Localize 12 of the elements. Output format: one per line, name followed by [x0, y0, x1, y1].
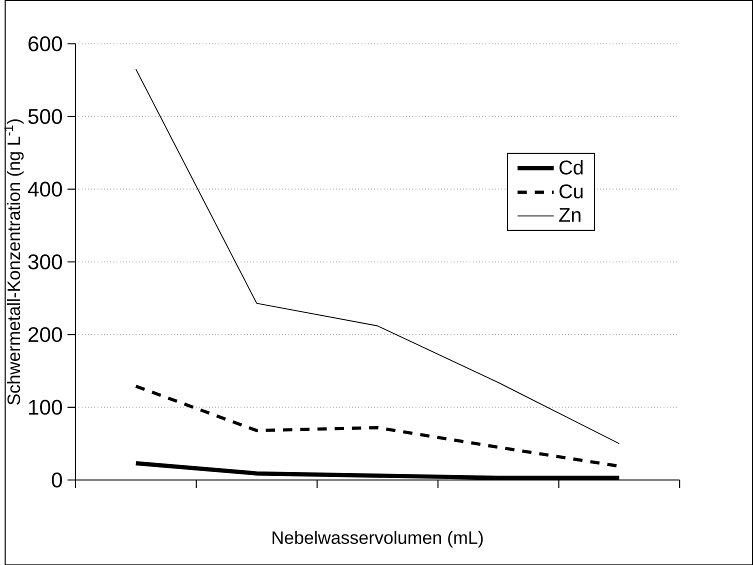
y-tick-label: 500 [28, 108, 62, 124]
y-tick-label: 600 [28, 36, 62, 52]
y-tick-label: 0 [52, 472, 62, 488]
x-axis-title: Nebelwasservolumen (mL) [272, 530, 483, 548]
y-tick-label: 300 [28, 254, 62, 270]
y-tick-label: 100 [29, 400, 62, 415]
legend-label: Cu [560, 184, 583, 198]
y-tick-label: 200 [28, 326, 62, 342]
line-series [135, 68, 620, 444]
legend-label: Zn [559, 208, 580, 222]
y-tick-label: 400 [28, 181, 62, 196]
legend-label: Cd [560, 160, 583, 174]
